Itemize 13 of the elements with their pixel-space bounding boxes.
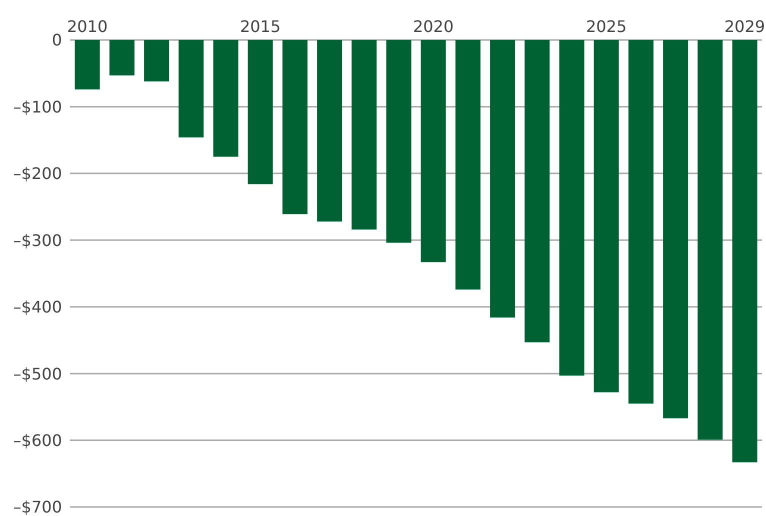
- x-tick-label: 2010: [66, 17, 108, 36]
- y-tick-label: 0: [52, 30, 62, 50]
- y-tick-label: –$700: [13, 498, 62, 516]
- x-tick-label: 2015: [240, 17, 281, 36]
- y-tick-label: –$100: [13, 97, 62, 116]
- y-tick-label: –$600: [13, 430, 62, 450]
- x-tick-label: 2020: [412, 17, 454, 36]
- y-tick-label: –$500: [13, 364, 62, 384]
- x-tick-label: 2025: [586, 17, 627, 36]
- y-tick-label: –$200: [13, 164, 62, 184]
- y-tick-label: –$300: [13, 230, 62, 250]
- x-tick-label: 2029: [724, 17, 766, 36]
- y-tick-label: –$400: [13, 298, 62, 317]
